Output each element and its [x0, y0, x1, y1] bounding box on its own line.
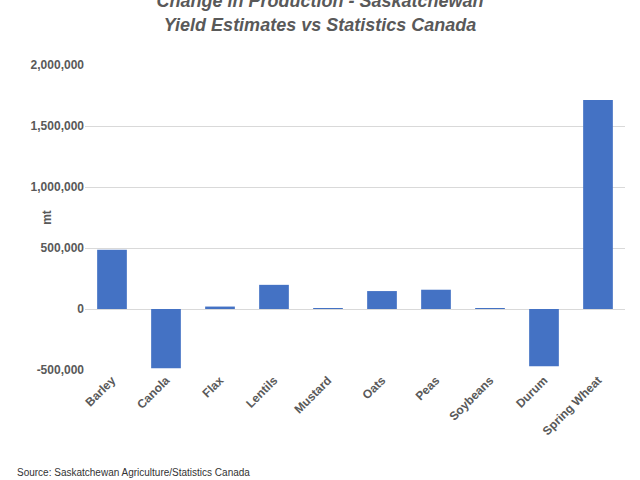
svg-text:Flax: Flax: [199, 373, 226, 400]
svg-text:Mustard: Mustard: [291, 373, 334, 416]
svg-text:1,000,000: 1,000,000: [31, 180, 85, 194]
svg-text:Canola: Canola: [134, 373, 172, 411]
svg-text:Soybeans: Soybeans: [446, 373, 496, 423]
svg-text:0: 0: [77, 302, 84, 316]
svg-text:mt: mt: [40, 210, 54, 225]
svg-text:Source: Saskatchewan Agricultu: Source: Saskatchewan Agriculture/Statist…: [17, 467, 250, 478]
svg-text:-500,000: -500,000: [37, 363, 85, 377]
svg-text:2,000,000: 2,000,000: [31, 58, 85, 72]
svg-text:Peas: Peas: [413, 373, 443, 403]
svg-text:Lentils: Lentils: [243, 373, 280, 410]
svg-text:Barley: Barley: [83, 373, 119, 409]
svg-text:Oats: Oats: [360, 373, 389, 402]
svg-text:Durum: Durum: [513, 373, 550, 410]
svg-text:Change in Production - Saskatc: Change in Production - SaskatchewanYield…: [156, 0, 483, 35]
svg-text:1,500,000: 1,500,000: [31, 119, 85, 133]
svg-text:Spring Wheat: Spring Wheat: [540, 373, 605, 438]
svg-text:500,000: 500,000: [41, 241, 85, 255]
